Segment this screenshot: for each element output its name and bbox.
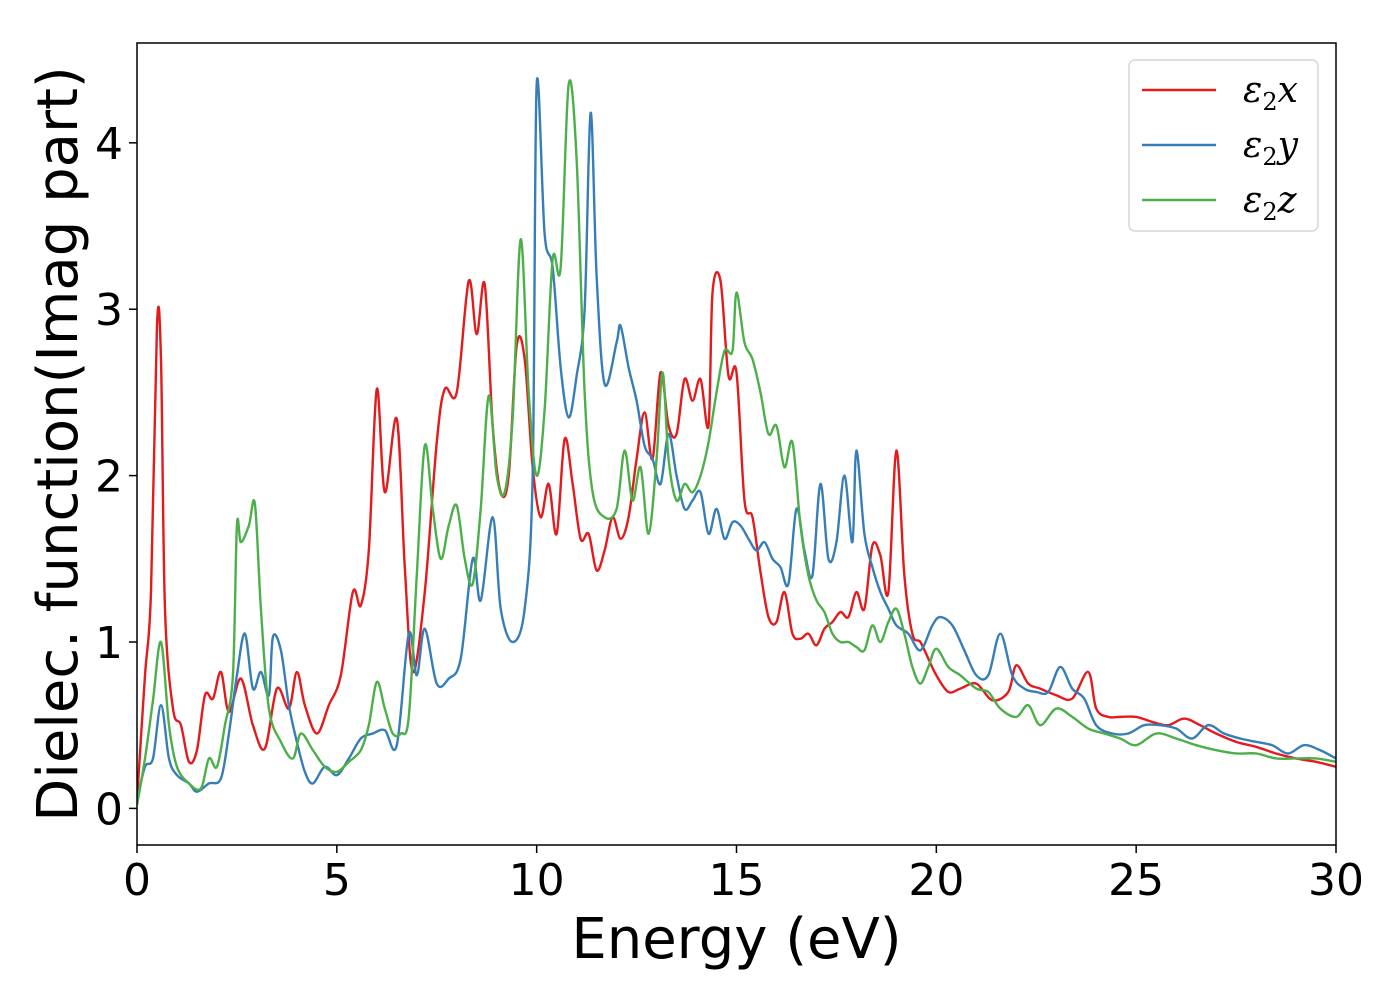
- legend-label-base: ε: [1243, 180, 1262, 221]
- x-tick-label: 10: [509, 855, 565, 906]
- x-tick-label: 5: [323, 855, 351, 906]
- legend-label-z: ε2z: [1243, 180, 1298, 226]
- x-tick-label: 20: [908, 855, 964, 906]
- legend-label-subscript: 2: [1262, 143, 1277, 171]
- series-line-y: [137, 77, 1336, 801]
- series-line-x: [137, 270, 1336, 801]
- x-axis: 0 5 10 15 20 25 30: [123, 845, 1364, 906]
- y-tick-label: 3: [95, 285, 123, 336]
- legend-label-base: ε: [1243, 70, 1262, 111]
- y-tick-label: 1: [95, 618, 123, 669]
- legend-label-suffix: z: [1277, 180, 1298, 221]
- legend-label-suffix: y: [1276, 125, 1299, 166]
- x-axis-title: Energy (eV): [571, 907, 901, 972]
- legend-label-subscript: 2: [1262, 198, 1277, 226]
- legend-label-y: ε2y: [1243, 125, 1299, 171]
- legend-box: [1128, 59, 1319, 232]
- y-axis-title: Dielec. function(Imag part): [26, 66, 91, 822]
- legend-label-base: ε: [1243, 125, 1262, 166]
- y-tick-label: 0: [95, 784, 123, 835]
- y-axis: 0 1 2 3 4: [95, 119, 137, 835]
- series-line-z: [137, 79, 1336, 806]
- x-tick-label: 30: [1308, 855, 1364, 906]
- x-tick-label: 15: [709, 855, 765, 906]
- x-tick-label: 0: [123, 855, 151, 906]
- y-tick-label: 4: [95, 119, 123, 170]
- x-tick-label: 25: [1108, 855, 1164, 906]
- legend-label-x: ε2x: [1243, 70, 1298, 116]
- legend-label-suffix: x: [1278, 70, 1298, 111]
- series-layer: [137, 77, 1336, 806]
- legend-label-subscript: 2: [1262, 88, 1277, 116]
- y-tick-label: 2: [95, 452, 123, 503]
